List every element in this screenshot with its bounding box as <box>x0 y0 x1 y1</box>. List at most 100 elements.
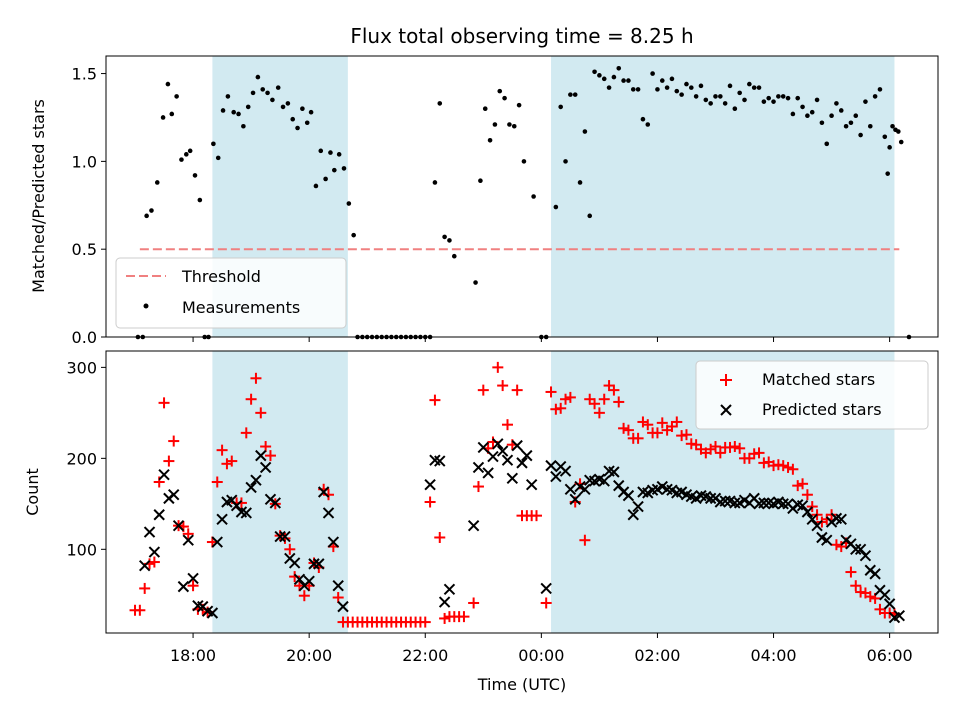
chart-title: Flux total observing time = 8.25 h <box>350 24 693 48</box>
predicted-star-point <box>893 610 906 622</box>
measurement-point <box>698 83 704 89</box>
predicted-star-point <box>545 459 557 472</box>
predicted-star-point <box>525 479 538 491</box>
measurement-point <box>275 85 281 90</box>
predicted-star-point <box>293 573 306 586</box>
measurement-point <box>882 134 888 140</box>
measurement-point <box>577 180 583 185</box>
measurement-point <box>250 90 256 96</box>
measurement-point <box>843 123 849 129</box>
legend-matched-swatch <box>720 374 732 386</box>
predicted-star-point <box>492 438 504 450</box>
top-ytick-label: 0.0 <box>72 328 97 347</box>
measurement-point <box>790 111 796 117</box>
measurement-point <box>507 122 512 127</box>
matched-star-point <box>589 398 601 410</box>
bottom-xtick-label: 18:00 <box>170 646 216 665</box>
measurement-point <box>824 141 830 147</box>
predicted-star-point <box>424 479 436 491</box>
bottom-ytick-label: 300 <box>66 358 97 377</box>
measurement-point <box>890 123 895 129</box>
bottom-xtick-label: 00:00 <box>518 646 564 665</box>
predicted-star-point <box>313 558 325 570</box>
measurement-point <box>669 76 675 82</box>
shaded-interval-1 <box>551 56 895 337</box>
measurement-point <box>245 104 251 110</box>
predicted-star-point <box>811 519 823 532</box>
measurement-point <box>568 92 573 97</box>
measurement-point <box>674 88 680 94</box>
matched-star-point <box>777 460 789 472</box>
matched-star-point <box>608 384 620 396</box>
measurement-point <box>308 109 314 115</box>
matched-star-point <box>134 604 146 616</box>
bottom-xtick-label: 02:00 <box>634 646 680 665</box>
matched-star-point <box>429 394 441 406</box>
matched-star-point <box>545 386 557 398</box>
predicted-star-point <box>438 596 451 608</box>
measurement-point <box>341 166 347 171</box>
measurement-point <box>187 148 193 154</box>
matched-star-point <box>622 424 634 436</box>
measurement-point <box>747 81 752 87</box>
predicted-star-point <box>883 598 896 610</box>
predicted-star-point <box>496 445 509 457</box>
measurement-point <box>722 101 728 106</box>
measurement-point <box>809 109 815 115</box>
legend-predicted-swatch <box>720 404 732 416</box>
matched-star-point <box>511 384 523 396</box>
measurement-point <box>640 116 646 122</box>
bottom-ytick-label: 100 <box>66 540 97 559</box>
predicted-star-point <box>187 572 199 585</box>
predicted-star-point <box>138 559 151 572</box>
measurement-point <box>679 92 684 97</box>
matched-star-point <box>439 612 451 624</box>
measurement-point <box>814 97 820 103</box>
matched-star-point <box>468 597 480 609</box>
measurement-point <box>635 87 641 92</box>
measurement-point <box>664 85 670 90</box>
predicted-star-point <box>172 519 185 532</box>
measurement-point <box>179 157 184 162</box>
top-y-axis-title: Matched/Predicted stars <box>29 99 48 293</box>
measurement-point <box>872 94 878 99</box>
matched-star-point <box>289 571 301 583</box>
predicted-star-point <box>317 486 330 498</box>
predicted-star-point <box>501 454 514 466</box>
predicted-star-point <box>279 530 291 543</box>
measurement-point <box>858 132 863 138</box>
matched-star-point <box>216 444 228 456</box>
matched-star-point <box>729 441 741 453</box>
measurement-point <box>727 83 733 89</box>
measurement-point <box>478 178 483 183</box>
measurement-point <box>606 85 612 90</box>
predicted-star-point <box>216 513 228 525</box>
measurement-point <box>766 95 771 101</box>
measurement-point <box>169 111 175 117</box>
top-x-axis-ticks <box>192 337 891 342</box>
predicted-star-point <box>613 479 625 492</box>
measurement-point <box>896 129 901 134</box>
matched-star-point <box>651 427 663 439</box>
measurement-point <box>323 176 328 182</box>
measurement-point <box>285 101 291 106</box>
matched-star-point <box>593 407 605 419</box>
measurement-point <box>630 87 636 92</box>
measurement-point <box>154 180 160 185</box>
measurement-point <box>516 102 522 108</box>
predicted-star-point <box>182 534 194 546</box>
measurement-point <box>497 88 503 94</box>
predicted-star-point <box>269 497 282 509</box>
measurement-point <box>659 78 665 83</box>
predicted-star-point <box>487 450 499 463</box>
predicted-star-point <box>274 530 286 543</box>
matched-star-point <box>680 429 692 441</box>
measurement-point <box>771 99 776 104</box>
measurement-point <box>174 94 179 99</box>
measurement-point <box>318 148 324 154</box>
measurement-point <box>351 232 356 238</box>
predicted-star-point <box>240 507 252 519</box>
matched-star-point <box>579 534 591 546</box>
measurement-point <box>703 97 709 103</box>
matched-star-point <box>656 417 668 429</box>
